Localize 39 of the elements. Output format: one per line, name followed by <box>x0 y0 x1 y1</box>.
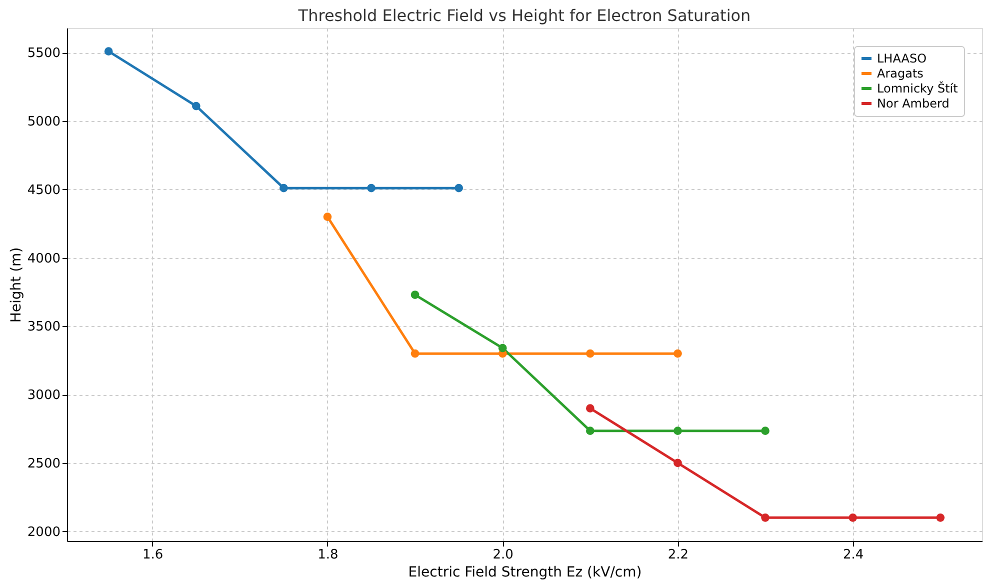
x-axis-title: Electric Field Strength Ez (kV/cm) <box>408 564 642 580</box>
chart-title: Threshold Electric Field vs Height for Electron Saturation <box>297 6 751 25</box>
point <box>367 184 376 192</box>
y-tick-label: 5500 <box>27 46 60 62</box>
x-tick-label: 2.4 <box>843 548 864 562</box>
point <box>498 344 507 352</box>
point <box>323 212 332 221</box>
y-tick-label: 2500 <box>27 456 60 472</box>
point <box>104 47 113 56</box>
x-tick-label: 1.6 <box>142 548 164 562</box>
point <box>674 349 682 358</box>
point <box>586 426 594 436</box>
point <box>586 349 594 358</box>
y-tick-label: 5000 <box>27 114 60 130</box>
x-tick-label: 2.2 <box>668 548 689 562</box>
y-tick-label: 3000 <box>27 388 60 404</box>
point <box>280 184 288 192</box>
legend-label: Aragats <box>877 66 924 80</box>
point <box>761 426 770 436</box>
legend-label: Nor Amberd <box>877 96 950 110</box>
point <box>674 458 682 468</box>
y-tick-label: 4000 <box>27 251 60 266</box>
y-tick-label: 4500 <box>27 182 60 198</box>
point <box>936 514 945 522</box>
point <box>848 514 858 522</box>
point <box>454 184 464 192</box>
legend-label: Lomnicky Štít <box>877 80 958 96</box>
y-tick-label: 2000 <box>27 524 60 540</box>
legend-label: LHAASO <box>877 52 927 66</box>
point <box>410 349 420 358</box>
point <box>761 514 770 522</box>
y-axis-title: Height (m) <box>8 247 24 323</box>
point <box>674 426 682 436</box>
point <box>410 290 420 299</box>
y-tick-label: 3500 <box>27 320 60 335</box>
point <box>586 404 594 412</box>
x-tick-label: 1.8 <box>318 548 338 562</box>
point <box>192 102 200 110</box>
x-tick-label: 2.0 <box>492 548 514 562</box>
